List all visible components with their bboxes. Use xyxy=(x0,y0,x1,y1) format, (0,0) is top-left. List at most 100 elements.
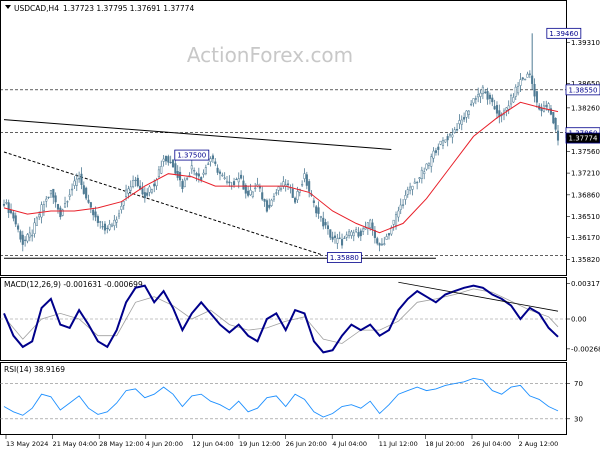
time-tick-label: 4 Jul 04:00 xyxy=(332,440,367,448)
candle-body xyxy=(547,103,550,111)
price-tag-box xyxy=(565,84,600,96)
macd-line xyxy=(3,284,559,354)
macd-tick-label: 0.003175 xyxy=(571,280,600,288)
candle-body xyxy=(197,173,200,177)
candle-body xyxy=(418,177,421,179)
candle-body xyxy=(66,201,69,203)
candle-body xyxy=(505,107,508,111)
candle-body xyxy=(85,187,88,199)
candle-body xyxy=(134,179,137,181)
candle-body xyxy=(2,203,6,206)
time-tick-label: 2 Aug 12:00 xyxy=(519,440,559,448)
candle-body xyxy=(420,169,423,179)
candle-body xyxy=(26,234,29,242)
candle-body xyxy=(510,95,513,105)
candle-body xyxy=(94,211,97,218)
candle-body xyxy=(549,108,553,115)
candle-body xyxy=(218,171,222,174)
candle-body xyxy=(552,112,555,124)
price-axis: 1.393101.386501.382601.378601.375601.372… xyxy=(566,39,600,264)
candle-body xyxy=(465,110,468,118)
candle-body xyxy=(202,172,205,175)
candle-body xyxy=(554,117,557,130)
candle-body xyxy=(357,232,360,237)
candle-body xyxy=(244,185,247,194)
candle-body xyxy=(223,177,226,179)
candle-body xyxy=(383,243,386,245)
candle-body xyxy=(164,155,168,162)
candle-body xyxy=(545,105,548,107)
macd-title: MACD(12,26,9) -0.001631 -0.000699 xyxy=(4,280,143,289)
candle-body xyxy=(31,234,34,237)
candle-body xyxy=(256,184,259,187)
candle-body xyxy=(477,94,480,98)
candle-body xyxy=(517,85,520,94)
candle-body xyxy=(397,210,400,218)
candle-body xyxy=(214,161,217,164)
candle-body xyxy=(103,223,106,231)
candle-body xyxy=(221,174,224,177)
price-tag-label: 1.39460 xyxy=(549,30,578,38)
time-tick-label: 21 May 04:00 xyxy=(53,440,98,448)
candle-body xyxy=(108,224,111,230)
candle-body xyxy=(453,129,456,133)
candle-body xyxy=(387,233,391,236)
candle-body xyxy=(150,189,153,193)
candle-body xyxy=(19,231,22,240)
candle-body xyxy=(42,204,45,211)
candle-body xyxy=(268,204,271,208)
candle-body xyxy=(402,204,405,206)
ohlc-label: 1.37723 1.37795 1.37691 1.37774 xyxy=(63,4,194,13)
candle-body xyxy=(305,174,308,186)
main-panel-frame xyxy=(0,0,567,276)
candle-body xyxy=(493,106,496,110)
candle-body xyxy=(258,186,261,189)
candle-body xyxy=(540,108,543,112)
candle-body xyxy=(162,158,165,162)
candle-body xyxy=(460,119,463,125)
candle-body xyxy=(524,78,527,81)
candle-body xyxy=(148,186,151,193)
candle-body xyxy=(270,199,273,206)
candle-body xyxy=(411,185,414,190)
candle-body xyxy=(528,73,531,75)
candle-body xyxy=(371,222,374,230)
candle-body xyxy=(92,209,95,216)
candle-body xyxy=(261,192,264,200)
candle-body xyxy=(303,173,306,179)
candle-body xyxy=(423,171,426,175)
candle-body xyxy=(228,181,231,184)
candle-body xyxy=(242,180,245,190)
candle-body xyxy=(63,203,67,208)
candle-body xyxy=(12,212,15,219)
candle-body xyxy=(141,188,144,195)
candle-body xyxy=(24,239,27,241)
candle-body xyxy=(143,192,146,199)
collapse-arrow-icon[interactable] xyxy=(5,5,11,9)
time-tick-label: 18 Jul 20:00 xyxy=(425,440,464,448)
price-tick-label: 1.38650 xyxy=(571,80,600,88)
candle-body xyxy=(369,219,372,228)
candle-body xyxy=(82,185,85,194)
candle-body xyxy=(315,206,318,214)
candle-body xyxy=(216,167,219,173)
candle-body xyxy=(56,204,60,210)
rsi-tick-label: 30 xyxy=(574,415,583,423)
candle-body xyxy=(47,196,50,198)
candle-body xyxy=(355,229,358,232)
candle-body xyxy=(404,195,407,200)
candle-body xyxy=(40,204,43,218)
candle-body xyxy=(312,200,315,203)
candle-body xyxy=(338,237,341,239)
candle-body xyxy=(80,173,83,185)
candle-body xyxy=(17,225,20,230)
rsi-axis: 70 30 xyxy=(566,380,583,423)
candle-body xyxy=(413,181,416,184)
candle-body xyxy=(533,83,536,97)
candle-body xyxy=(470,103,473,106)
candle-body xyxy=(352,232,355,237)
price-tag-label: 1.38550 xyxy=(569,86,598,94)
time-tick-label: 26 Jul 04:00 xyxy=(472,440,511,448)
